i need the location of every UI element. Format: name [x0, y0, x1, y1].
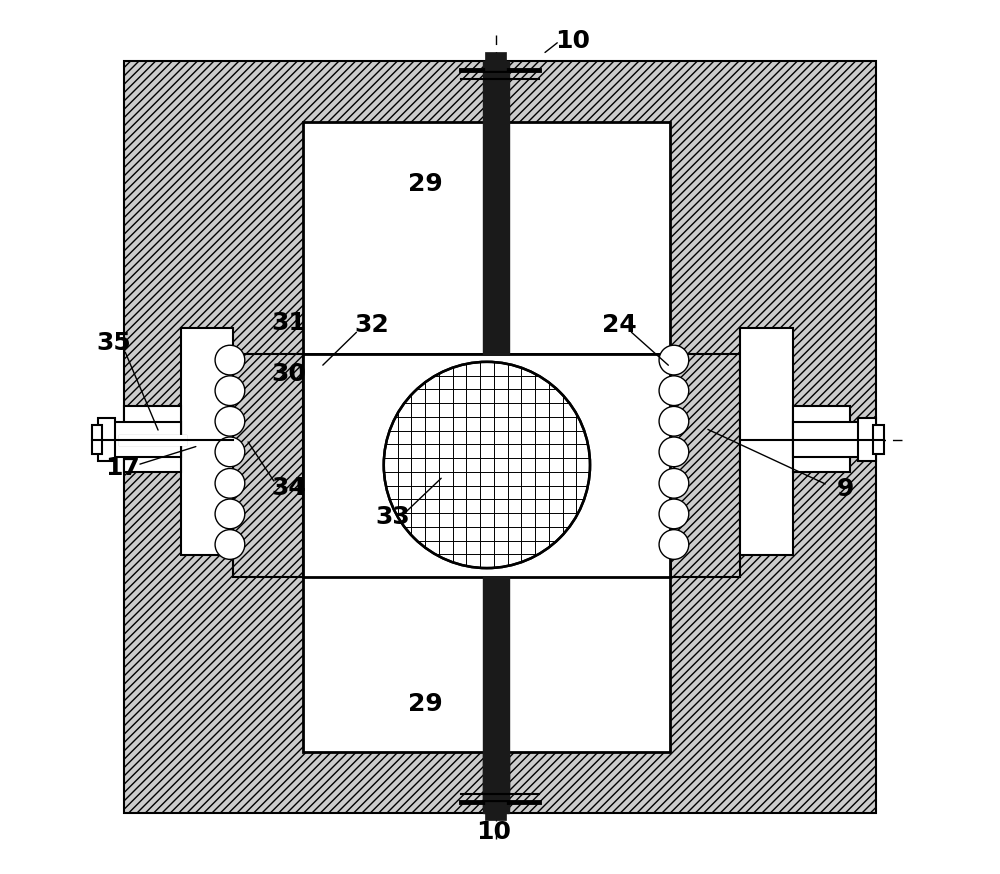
Bar: [483, 752, 509, 813]
Bar: [793, 406, 850, 472]
Text: 10: 10: [476, 820, 511, 844]
Bar: [124, 406, 181, 472]
Circle shape: [659, 406, 689, 436]
Bar: [105, 422, 181, 457]
Circle shape: [215, 376, 245, 406]
Circle shape: [215, 437, 245, 467]
Circle shape: [215, 530, 245, 559]
Bar: [181, 328, 233, 555]
Text: 29: 29: [408, 691, 443, 716]
Circle shape: [659, 499, 689, 529]
Bar: [485, 52, 506, 70]
Circle shape: [215, 468, 245, 498]
Text: 30: 30: [271, 362, 306, 386]
Text: 10: 10: [555, 29, 590, 53]
Bar: [858, 418, 876, 461]
Circle shape: [659, 468, 689, 498]
Text: 31: 31: [271, 311, 306, 336]
Bar: [670, 354, 740, 577]
Bar: [793, 422, 869, 457]
Text: 33: 33: [375, 505, 410, 530]
Text: 35: 35: [96, 330, 131, 355]
Text: 9: 9: [837, 477, 854, 502]
Circle shape: [215, 499, 245, 529]
Bar: [740, 328, 793, 555]
Circle shape: [659, 530, 689, 559]
Circle shape: [659, 345, 689, 375]
Bar: [303, 520, 670, 752]
Text: 24: 24: [602, 313, 637, 337]
Circle shape: [215, 406, 245, 436]
Text: 29: 29: [408, 171, 443, 196]
Text: 34: 34: [271, 475, 306, 500]
Bar: [98, 418, 115, 461]
Circle shape: [384, 362, 590, 568]
Bar: [483, 577, 509, 808]
Bar: [483, 61, 509, 122]
Bar: [124, 61, 876, 813]
Bar: [485, 802, 506, 820]
Bar: [124, 61, 876, 813]
Circle shape: [659, 376, 689, 406]
Bar: [873, 425, 884, 454]
Bar: [92, 425, 102, 454]
Circle shape: [215, 345, 245, 375]
Bar: [303, 354, 670, 577]
Circle shape: [659, 437, 689, 467]
Bar: [303, 122, 670, 354]
Text: 17: 17: [105, 456, 140, 481]
Bar: [233, 354, 303, 577]
Bar: [483, 122, 509, 354]
Text: 32: 32: [354, 313, 389, 337]
